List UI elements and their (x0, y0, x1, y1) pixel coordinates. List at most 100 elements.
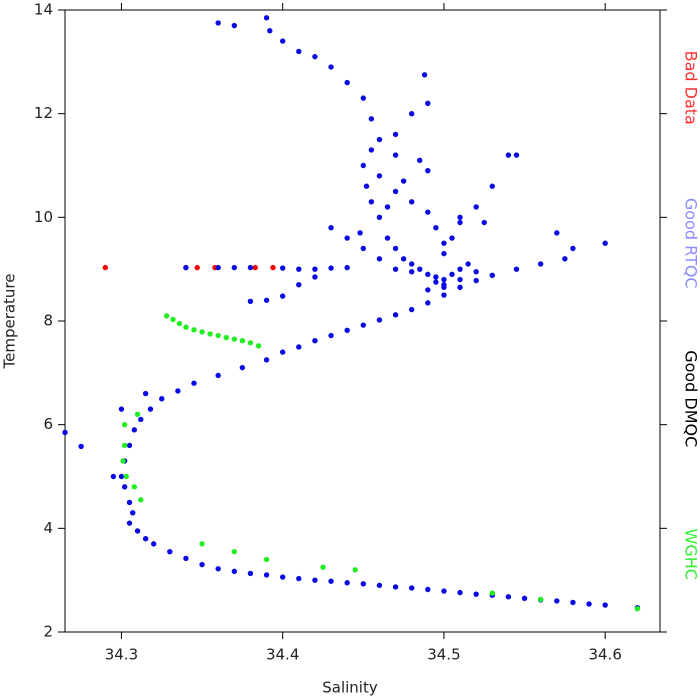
point (175, 388, 181, 394)
point (357, 230, 363, 236)
point (263, 15, 270, 21)
point (360, 95, 367, 101)
point (270, 264, 276, 271)
point (194, 264, 200, 271)
point (457, 284, 463, 291)
y-tick-label: 6 (43, 415, 53, 433)
point (457, 266, 463, 272)
point (400, 178, 407, 184)
point (199, 561, 205, 568)
point (570, 599, 576, 606)
point (199, 541, 205, 547)
x-tick-label: 34.4 (266, 646, 299, 664)
point (441, 588, 447, 594)
point (441, 284, 447, 291)
point (118, 473, 125, 480)
point (121, 484, 128, 490)
point (312, 53, 318, 60)
point (344, 79, 350, 86)
point (123, 473, 129, 480)
point (505, 152, 512, 158)
y-tick-label: 10 (34, 208, 53, 226)
point (320, 564, 326, 570)
point (457, 276, 463, 283)
point (312, 577, 318, 583)
point (247, 298, 254, 305)
point (360, 581, 367, 587)
point (215, 20, 221, 26)
legend-label: Good RTQC (682, 198, 700, 289)
point (352, 567, 358, 573)
point (121, 442, 128, 449)
point (481, 219, 487, 226)
y-axis-label: Temperature (1, 273, 19, 369)
point (328, 265, 334, 271)
legend-label: Good DMQC (682, 350, 700, 447)
point (489, 590, 496, 596)
point (392, 188, 399, 195)
point (473, 591, 479, 597)
point (425, 100, 431, 107)
point (344, 580, 350, 586)
point (120, 458, 126, 464)
point (130, 510, 136, 516)
point (408, 110, 415, 117)
point (368, 116, 375, 122)
point (191, 380, 197, 386)
point (328, 578, 334, 584)
point (231, 568, 238, 575)
point (138, 416, 144, 423)
point (296, 575, 302, 582)
point (489, 183, 496, 189)
point (465, 261, 471, 267)
point (231, 548, 238, 555)
point (215, 372, 221, 379)
point (344, 327, 350, 334)
point (634, 605, 641, 612)
point (425, 287, 431, 293)
point (134, 528, 141, 534)
plot-frame (64, 9, 661, 633)
point (457, 214, 463, 221)
point (384, 204, 391, 210)
point (376, 136, 383, 143)
x-axis-label: Salinity (322, 679, 378, 697)
point (176, 320, 183, 327)
y-tick-label: 2 (43, 623, 53, 641)
point (421, 72, 428, 78)
point (296, 282, 302, 288)
point (163, 313, 170, 319)
point (247, 570, 254, 577)
point (392, 312, 399, 318)
point (425, 209, 431, 215)
point (231, 264, 238, 271)
point (392, 266, 399, 272)
point (62, 429, 68, 436)
point (441, 276, 447, 283)
point (505, 594, 512, 600)
point (223, 334, 229, 341)
point (537, 261, 544, 267)
point (170, 316, 176, 323)
point (102, 264, 109, 271)
point (425, 271, 431, 278)
point (408, 261, 415, 267)
point (328, 225, 334, 231)
x-tick-label: 34.5 (427, 646, 460, 664)
point (263, 297, 270, 303)
point (376, 214, 383, 221)
point (457, 219, 463, 226)
point (121, 421, 128, 428)
point (441, 292, 447, 298)
point (150, 541, 157, 547)
point (118, 406, 125, 412)
y-tick-label: 4 (43, 519, 53, 537)
point (231, 336, 238, 342)
point (328, 64, 334, 70)
point (296, 48, 302, 55)
point (167, 548, 173, 555)
point (126, 442, 133, 449)
point (425, 586, 431, 593)
point (344, 264, 350, 271)
y-tick-label: 12 (34, 104, 53, 122)
